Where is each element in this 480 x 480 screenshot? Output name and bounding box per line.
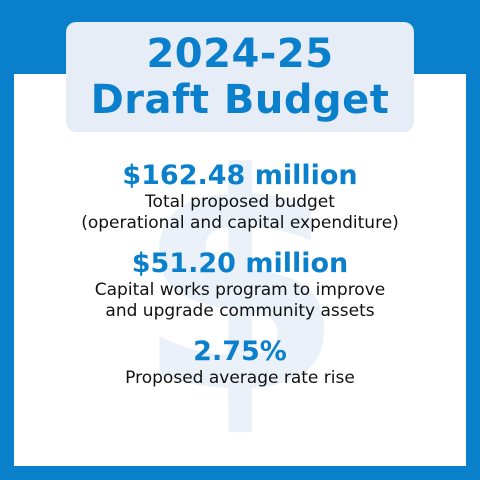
title-year: 2024-25: [146, 31, 334, 77]
stat-rate-rise-desc-1: Proposed average rate rise: [125, 368, 355, 388]
stat-total-budget-desc-1: Total proposed budget: [145, 192, 335, 212]
stat-capital-works-value: $51.20 million: [131, 248, 349, 279]
stat-capital-works-desc-2: and upgrade community assets: [105, 301, 375, 321]
content-panel: [14, 74, 466, 466]
stat-rate-rise-value: 2.75%: [193, 336, 287, 367]
stat-capital-works-desc-1: Capital works program to improve: [94, 280, 386, 300]
title-heading: Draft Budget: [90, 77, 390, 123]
title-box: 2024-25 Draft Budget: [66, 22, 414, 132]
stat-total-budget-desc-2: (operational and capital expenditure): [81, 213, 399, 233]
stats-list: $162.48 million Total proposed budget (o…: [0, 160, 480, 389]
stat-total-budget-value: $162.48 million: [122, 160, 358, 191]
